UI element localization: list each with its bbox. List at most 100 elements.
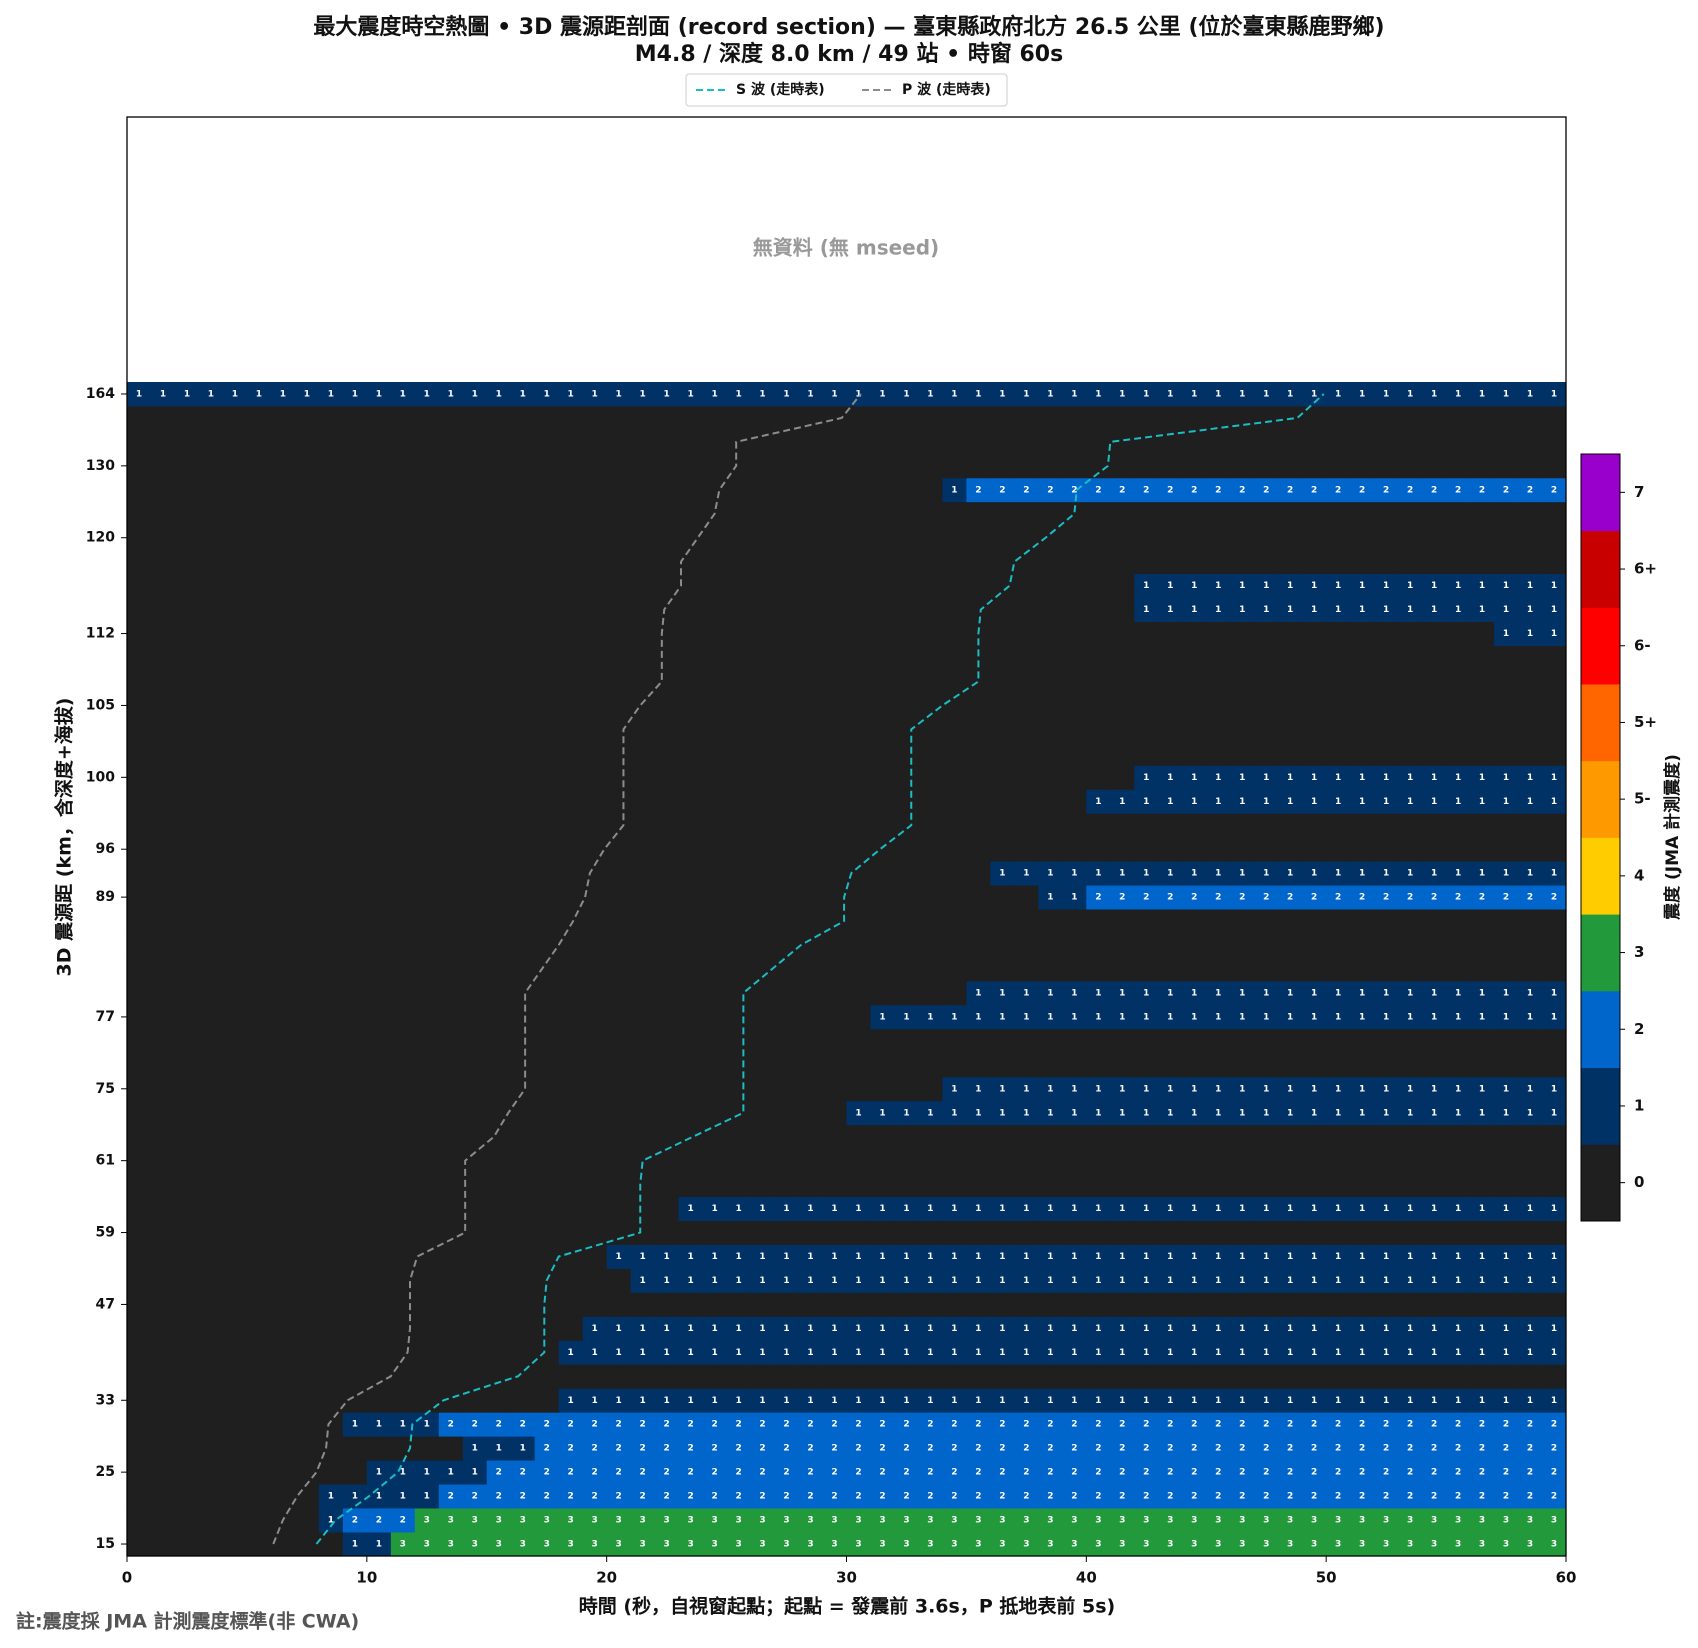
heat-cell	[558, 909, 584, 934]
heat-cell	[1494, 1508, 1519, 1533]
heat-cell	[966, 453, 991, 479]
heat-cell	[1158, 1076, 1183, 1102]
heat-cell	[678, 1532, 703, 1557]
heat-cell	[198, 1220, 224, 1245]
heat-cell	[678, 1388, 703, 1413]
heat-cell	[174, 933, 200, 958]
heat-cell	[486, 573, 512, 599]
heat-cell	[486, 909, 512, 934]
colorbar-tick-label: 5-	[1634, 790, 1651, 808]
heat-cell	[1134, 1436, 1159, 1461]
heat-cell	[750, 1172, 775, 1198]
heat-cell	[510, 453, 536, 479]
heat-cell	[1422, 717, 1447, 742]
heat-cell	[990, 1268, 1015, 1293]
heat-cell	[1470, 405, 1495, 431]
heat-cell	[822, 1028, 847, 1054]
cell-label: 1	[1479, 605, 1485, 615]
y-tick-label: 120	[86, 530, 115, 546]
heat-cell	[1086, 382, 1111, 407]
heat-cell	[990, 1148, 1015, 1174]
cell-label: 1	[616, 1396, 622, 1406]
heat-cell	[534, 429, 560, 455]
heat-cell	[1254, 1412, 1279, 1437]
heat-cell	[774, 1244, 799, 1269]
cell-label: 1	[304, 389, 310, 399]
cell-label: 1	[1551, 1204, 1557, 1214]
heat-cell	[966, 765, 991, 790]
heat-cell	[1278, 1364, 1303, 1389]
heat-cell	[558, 1196, 584, 1221]
heat-cell	[918, 933, 943, 958]
heat-cell	[270, 980, 296, 1006]
heat-cell	[486, 1076, 512, 1102]
colorbar-tick-label: 4	[1634, 866, 1644, 884]
heat-cell	[414, 1124, 440, 1150]
heat-cell	[1278, 1052, 1303, 1078]
heat-cell	[1374, 717, 1399, 742]
heat-cell	[534, 909, 560, 934]
heat-cell	[1254, 382, 1279, 407]
heat-cell	[1374, 885, 1399, 910]
heat-cell	[702, 717, 727, 742]
heat-cell	[1350, 573, 1375, 599]
heat-cell	[1158, 669, 1183, 694]
cell-label: 2	[927, 1492, 933, 1502]
heat-cell	[846, 741, 871, 766]
heat-cell	[702, 453, 727, 479]
heat-cell	[1182, 573, 1207, 599]
heat-cell	[1206, 525, 1231, 551]
heat-cell	[318, 837, 344, 862]
heat-cell	[1110, 1172, 1135, 1198]
heat-cell	[1158, 813, 1183, 838]
cell-label: 1	[975, 1084, 981, 1094]
heat-cell	[1014, 1508, 1039, 1533]
heat-cell	[1374, 1220, 1399, 1245]
y-tick-label: 89	[96, 889, 115, 905]
heat-cell	[894, 1028, 919, 1054]
heat-cell	[1206, 1100, 1231, 1126]
heat-cell	[1422, 693, 1447, 718]
heat-cell	[870, 1316, 895, 1341]
heat-cell	[1398, 1436, 1423, 1461]
heat-cell	[342, 597, 368, 622]
heat-cell	[1518, 1364, 1543, 1389]
cell-label: 3	[1143, 1540, 1149, 1550]
cell-label: 1	[951, 1324, 957, 1334]
heat-cell	[846, 885, 871, 910]
heat-cell	[222, 477, 248, 503]
heat-cell	[1062, 1460, 1087, 1485]
heat-cell	[726, 1172, 751, 1198]
heat-cell	[966, 1220, 991, 1245]
heat-cell	[798, 1412, 823, 1437]
heat-cell	[486, 980, 512, 1006]
heat-cell	[246, 1196, 272, 1221]
cell-label: 1	[1191, 389, 1197, 399]
cell-label: 1	[1263, 389, 1269, 399]
cell-label: 1	[640, 389, 646, 399]
heat-cell	[294, 573, 320, 599]
heat-cell	[510, 957, 536, 982]
heat-cell	[894, 477, 919, 503]
heat-cell	[606, 669, 632, 694]
heat-cell	[774, 669, 799, 694]
heat-cell	[510, 1460, 536, 1485]
heat-cell	[582, 717, 608, 742]
heat-cell	[966, 1388, 991, 1413]
heat-cell	[462, 1172, 488, 1198]
heat-cell	[1014, 1412, 1039, 1437]
heat-cell	[870, 909, 895, 934]
cell-label: 2	[903, 1468, 909, 1478]
heat-cell	[918, 1436, 943, 1461]
heat-cell	[966, 1484, 991, 1509]
heat-cell	[198, 1508, 224, 1533]
heat-cell	[846, 1220, 871, 1245]
heat-cell	[966, 741, 991, 766]
cell-label: 1	[1191, 605, 1197, 615]
heat-cell	[318, 1316, 344, 1341]
heat-cell	[1230, 693, 1255, 718]
heat-cell	[1158, 1196, 1183, 1221]
heat-cell	[150, 1076, 176, 1102]
heat-cell	[390, 1220, 416, 1245]
cell-label: 1	[400, 1492, 406, 1502]
